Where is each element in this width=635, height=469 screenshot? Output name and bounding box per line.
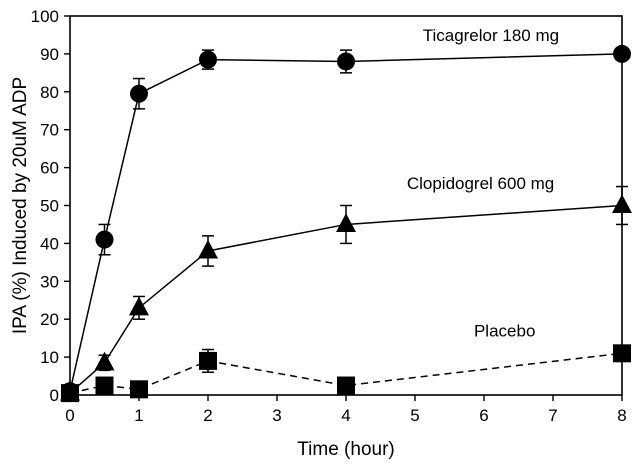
data-point-triangle: [336, 213, 356, 233]
data-point-triangle: [198, 239, 218, 259]
data-point-triangle: [94, 351, 115, 371]
x-axis-title: Time (hour): [297, 439, 394, 460]
y-axis-tick-label: 70: [40, 121, 59, 140]
x-axis-tick-label: 6: [479, 406, 488, 425]
y-axis-tick-label: 40: [40, 234, 59, 253]
x-axis-tick-label: 2: [203, 406, 212, 425]
y-axis-tick-label: 30: [40, 272, 59, 291]
data-point-square: [613, 344, 631, 363]
data-point-circle: [613, 44, 631, 63]
data-point-square: [337, 376, 355, 395]
y-axis-tick-label: 0: [50, 386, 59, 405]
data-point-square: [95, 376, 114, 395]
y-axis-tick-label: 20: [40, 310, 59, 329]
data-point-square: [199, 351, 217, 370]
x-axis-tick-label: 1: [134, 406, 143, 425]
data-point-circle: [130, 84, 148, 103]
data-point-circle: [95, 230, 114, 249]
data-point-square: [130, 380, 148, 399]
series-annotation-label: Ticagrelor 180 mg: [423, 26, 559, 45]
data-point-triangle: [129, 296, 149, 316]
x-axis-tick-label: 4: [341, 406, 350, 425]
y-axis-tick-label: 60: [40, 159, 59, 178]
data-point-triangle: [612, 194, 632, 214]
series-line: [69, 53, 623, 392]
x-axis-tick-label: 0: [65, 406, 74, 425]
y-axis-tick-label: 80: [40, 83, 59, 102]
x-axis-tick-label: 3: [272, 406, 281, 425]
series-square: [61, 344, 631, 403]
data-point-circle: [199, 50, 217, 69]
x-axis-tick-label: 8: [617, 406, 626, 425]
series-triangle: [60, 185, 632, 401]
data-point-square: [61, 384, 79, 403]
x-axis-tick-label: 5: [410, 406, 419, 425]
y-axis-tick-label: 90: [40, 45, 59, 64]
y-axis-tick-label: 50: [40, 197, 59, 216]
y-axis-tick-label: 10: [40, 348, 59, 367]
series-annotation-label: Clopidogrel 600 mg: [407, 174, 554, 193]
data-point-circle: [337, 52, 355, 71]
series-annotation-label: Placebo: [474, 322, 535, 341]
y-axis-tick-label: 100: [31, 7, 59, 26]
y-axis-title: IPA (%) Induced by 20uM ADP: [10, 77, 31, 334]
x-axis-tick-label: 7: [548, 406, 557, 425]
